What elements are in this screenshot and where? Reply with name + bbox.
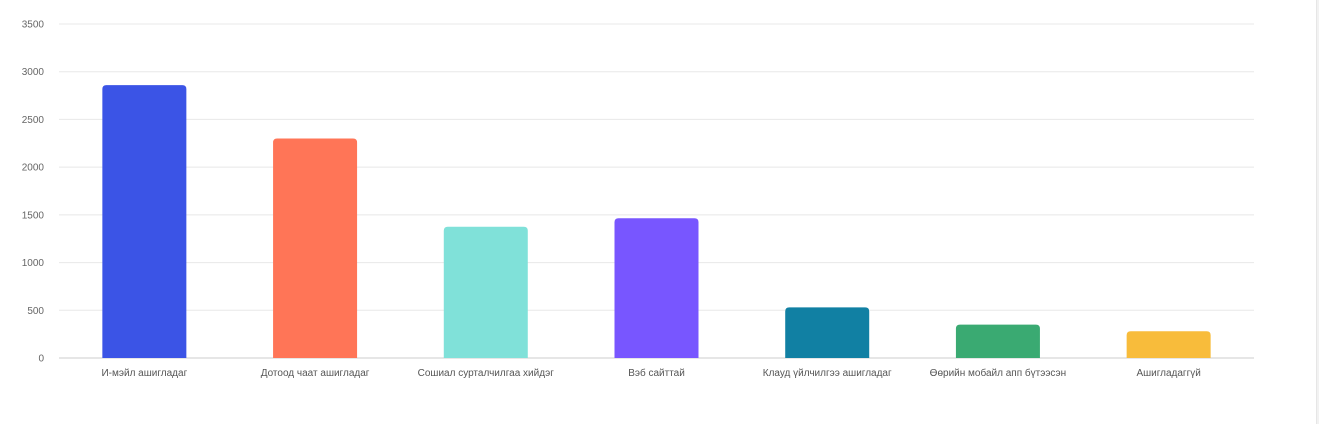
bar[interactable] [443,226,528,358]
bar[interactable] [614,218,699,358]
scrollbar-track[interactable] [1316,0,1319,424]
x-category-label: Өөрийн мобайл апп бүтээсэн [930,367,1067,379]
x-category-label: Сошиал сурталчилгаа хийдэг [418,368,555,379]
y-tick-label: 1000 [22,258,45,269]
y-tick-label: 3000 [22,67,45,78]
bars [102,85,1211,359]
y-tick-label: 1500 [22,210,45,221]
x-category-label: Вэб сайттай [628,367,685,379]
bar[interactable] [102,85,187,359]
x-category-label: Клауд үйлчилгээ ашигладаг [763,368,892,379]
x-category-label: И-мэйл ашигладаг [101,368,187,379]
x-category-label: Дотоод чаат ашигладаг [261,368,370,379]
y-tick-label: 2000 [22,163,45,174]
bar[interactable] [273,138,358,358]
y-tick-label: 0 [38,354,44,365]
y-tick-label: 2500 [22,115,45,126]
y-tick-label: 500 [27,306,44,317]
bar[interactable] [1126,331,1211,358]
x-category-label: Ашигладаггүй [1136,368,1200,379]
x-axis-labels: И-мэйл ашигладаг Дотоод чаат ашигладаг Сош… [101,367,1200,379]
bar[interactable] [955,324,1040,358]
y-tick-label: 3500 [22,20,45,31]
bar[interactable] [785,307,870,358]
y-axis-ticks: 0 500 1000 1500 2000 2500 3000 3500 [22,20,45,365]
